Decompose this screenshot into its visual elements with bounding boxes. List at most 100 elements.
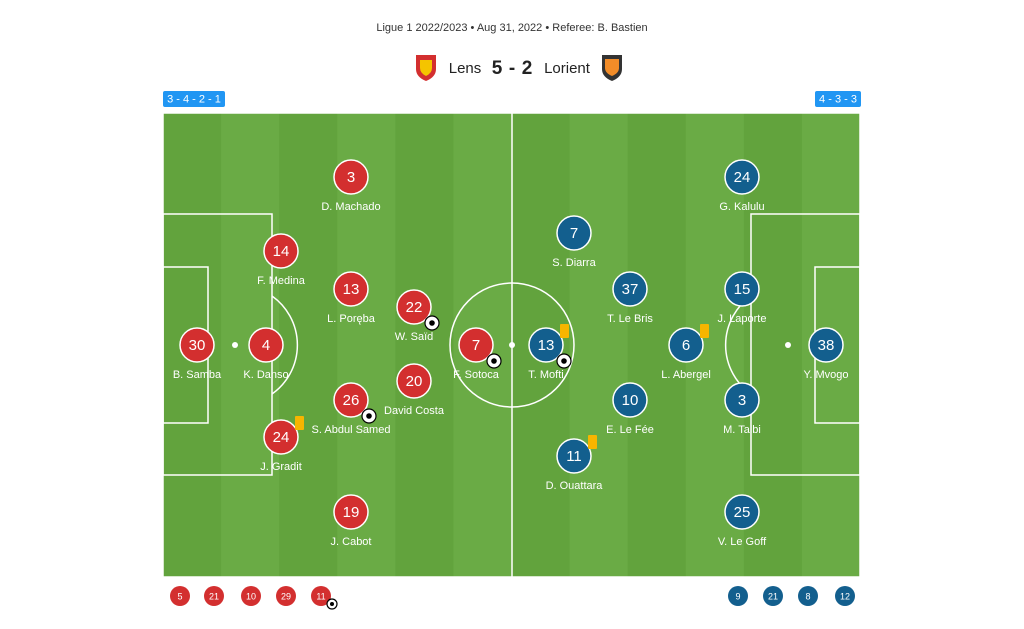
sub-number: 11 [316, 591, 325, 601]
player-badge [668, 327, 704, 363]
sub-badge [728, 586, 748, 606]
home-team: Lens [449, 60, 482, 77]
sub-badge [276, 586, 296, 606]
player-badge [333, 494, 369, 530]
sub-badge [798, 586, 818, 606]
sub-number: 29 [281, 591, 291, 601]
sub-badge [241, 586, 261, 606]
sub-badge [204, 586, 224, 606]
player-number: 38 [818, 337, 835, 354]
pitch-stripe [279, 113, 338, 577]
center-circle [449, 282, 575, 408]
player-number: 7 [570, 225, 578, 242]
player-name: L. Abergel [661, 369, 711, 381]
player-name: David Costa [384, 405, 445, 417]
player-name: F. Sotoca [453, 369, 500, 381]
player-number: 11 [566, 448, 582, 465]
home-score: 5 [492, 58, 503, 79]
spot [232, 342, 238, 348]
player-name: J. Laporte [718, 313, 767, 325]
player-name: W. Saïd [395, 331, 434, 343]
player-badge [396, 289, 432, 325]
away-formation: 4 - 3 - 3 [819, 93, 857, 105]
spot [785, 342, 791, 348]
player-number: 20 [406, 373, 423, 390]
player-name: T. Mofti [528, 369, 563, 381]
home-logo [416, 55, 436, 81]
player-badge [179, 327, 215, 363]
match-info: Ligue 1 2022/2023 • Aug 31, 2022 • Refer… [376, 22, 647, 34]
pitch-stripe [569, 113, 629, 577]
player-badge [333, 382, 369, 418]
sub-number: 21 [209, 591, 219, 601]
player-badge [333, 159, 369, 195]
sub-badge [170, 586, 190, 606]
player-name: E. Le Fée [606, 424, 654, 436]
player-badge [333, 271, 369, 307]
player-badge [528, 327, 564, 363]
player-number: 19 [343, 504, 360, 521]
yellow-card [560, 324, 569, 338]
player-number: 6 [682, 337, 690, 354]
player-name: B. Samba [173, 369, 222, 381]
player-number: 7 [472, 337, 480, 354]
sub-number: 8 [805, 591, 810, 601]
player-badge [396, 363, 432, 399]
sub-number: 9 [735, 591, 740, 601]
player-number: 14 [273, 243, 290, 260]
player-name: S. Diarra [552, 257, 596, 269]
home-formation: 3 - 4 - 2 - 1 [167, 93, 221, 105]
player-name: G. Kalulu [719, 201, 764, 213]
player-number: 10 [622, 392, 639, 409]
player-name: J. Gradit [260, 461, 302, 473]
goal-icon-patch [561, 358, 567, 364]
player-badge [263, 419, 299, 455]
player-badge [248, 327, 284, 363]
player-badge [724, 271, 760, 307]
player-name: F. Medina [257, 275, 306, 287]
player-badge [724, 494, 760, 530]
player-badge [612, 382, 648, 418]
player-name: K. Danso [243, 369, 288, 381]
player-name: Y. Mvogo [803, 369, 848, 381]
player-number: 25 [734, 504, 751, 521]
player-name: S. Abdul Samed [312, 424, 391, 436]
score-separator: - [509, 58, 515, 79]
player-number: 3 [738, 392, 746, 409]
player-name: D. Ouattara [546, 480, 604, 492]
players: 30 B. Samba 4 K. Danso 14 F. Medina 24 J. Gradi… [170, 159, 855, 610]
sub-number: 21 [768, 591, 778, 601]
player-number: 4 [262, 337, 270, 354]
player-number: 24 [273, 429, 290, 446]
player-number: 22 [406, 299, 423, 316]
sub-number: 10 [246, 591, 256, 601]
player-name: L. Poręba [327, 313, 376, 325]
sub-number: 5 [177, 591, 182, 601]
away-formation-badge [815, 91, 861, 107]
player-badge [724, 382, 760, 418]
player-number: 37 [622, 281, 639, 298]
player-badge [556, 438, 592, 474]
player-badge [808, 327, 844, 363]
yellow-card [700, 324, 709, 338]
player-badge [724, 159, 760, 195]
player-name: D. Machado [321, 201, 380, 213]
player-badge [263, 233, 299, 269]
player-number: 13 [343, 281, 360, 298]
away-logo [602, 55, 622, 81]
player-number: 30 [189, 337, 206, 354]
away-team: Lorient [544, 60, 591, 77]
player-badge [612, 271, 648, 307]
yellow-card [588, 435, 597, 449]
sub-badge [763, 586, 783, 606]
goal-icon-patch [330, 602, 334, 606]
yellow-card [295, 416, 304, 430]
left-arc [271, 295, 299, 395]
player-number: 3 [347, 169, 355, 186]
away-score: 2 [522, 58, 533, 79]
player-name: M. Talbi [723, 424, 761, 436]
player-number: 26 [343, 392, 360, 409]
spot [509, 342, 515, 348]
home-formation-badge [163, 91, 225, 107]
